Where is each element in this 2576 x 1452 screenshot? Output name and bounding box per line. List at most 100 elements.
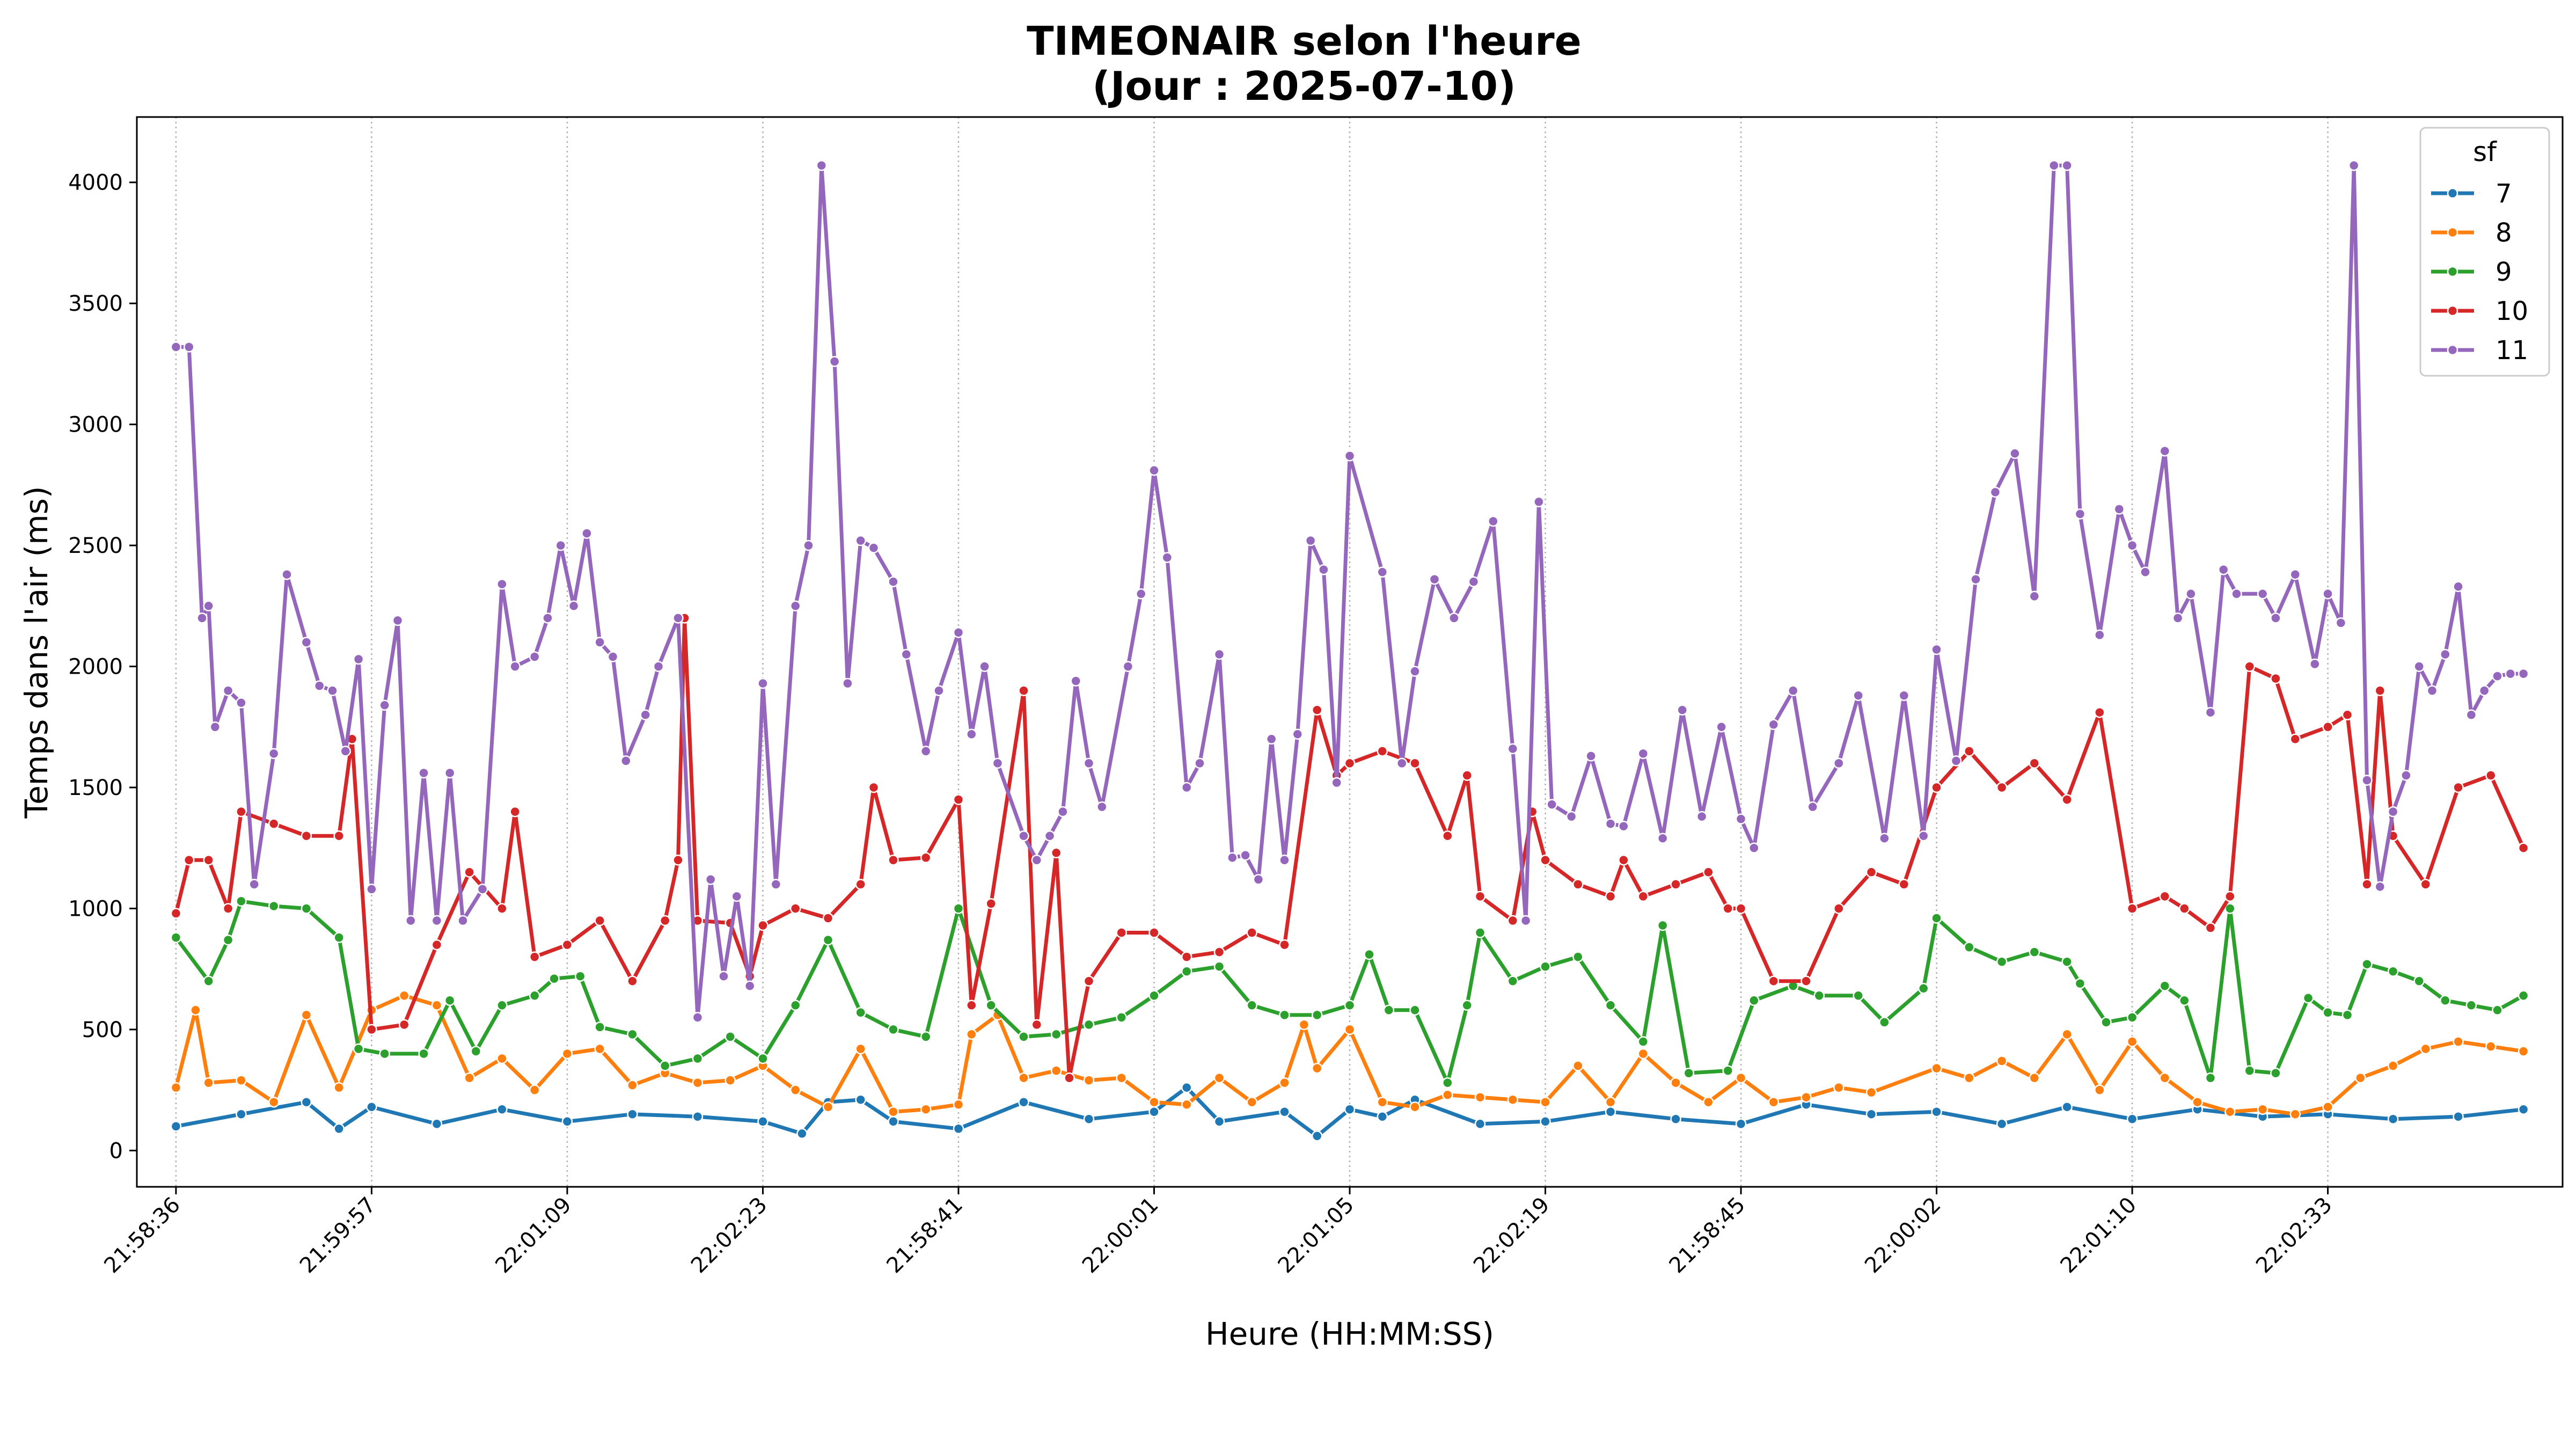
data-point-11: [2401, 770, 2412, 781]
data-point-11: [953, 627, 964, 638]
y-tick-label: 1500: [68, 776, 123, 800]
data-point-10: [1409, 757, 1421, 769]
data-point-7: [692, 1111, 704, 1122]
data-point-10: [1279, 939, 1290, 951]
data-point-10: [1474, 891, 1486, 902]
data-point-11: [1240, 850, 1251, 861]
data-point-11: [816, 159, 828, 171]
data-point-10: [2322, 721, 2333, 733]
data-point-8: [2257, 1104, 2268, 1115]
data-point-7: [1148, 1106, 1160, 1118]
data-point-10: [855, 879, 866, 890]
data-point-9: [170, 932, 182, 943]
data-point-8: [1605, 1096, 1616, 1108]
data-point-11: [1044, 830, 1056, 842]
data-point-10: [920, 852, 932, 864]
data-point-11: [418, 767, 429, 779]
data-point-11: [1305, 535, 1316, 546]
data-point-10: [2453, 782, 2464, 793]
data-point-8: [529, 1084, 540, 1096]
data-point-8: [888, 1106, 899, 1118]
data-point-11: [1409, 666, 1421, 677]
data-point-9: [2101, 1017, 2112, 1028]
data-point-11: [1253, 874, 1264, 885]
data-point-9: [2244, 1065, 2256, 1076]
data-point-11: [2478, 685, 2490, 696]
data-point-8: [1637, 1048, 1649, 1060]
data-point-10: [2061, 794, 2073, 805]
data-point-7: [1996, 1118, 2008, 1130]
data-point-11: [692, 1012, 704, 1023]
data-point-9: [2322, 1007, 2333, 1018]
data-point-8: [1768, 1096, 1780, 1108]
data-point-11: [2140, 566, 2151, 578]
data-point-9: [1813, 990, 1825, 1002]
data-point-10: [183, 855, 195, 866]
data-point-11: [2172, 612, 2184, 624]
data-point-8: [1540, 1096, 1551, 1108]
data-point-11: [2322, 588, 2333, 600]
data-point-10: [888, 855, 899, 866]
data-point-10: [1377, 746, 1388, 757]
data-point-9: [1461, 999, 1473, 1011]
data-point-10: [1898, 879, 1910, 890]
data-point-8: [855, 1043, 866, 1055]
data-point-10: [1931, 782, 1942, 793]
data-point-10: [301, 830, 312, 842]
data-point-9: [953, 903, 964, 914]
data-point-8: [1246, 1096, 1257, 1108]
data-point-9: [236, 895, 247, 907]
data-point-7: [953, 1123, 964, 1135]
data-point-11: [353, 653, 364, 665]
data-point-11: [1520, 915, 1532, 926]
data-point-7: [2061, 1101, 2073, 1113]
data-point-9: [418, 1048, 429, 1060]
legend-item-9: 9: [2431, 257, 2512, 287]
data-point-8: [431, 999, 443, 1011]
data-point-10: [1064, 1072, 1075, 1084]
data-point-11: [1618, 820, 1629, 832]
data-point-10: [757, 920, 769, 931]
data-point-11: [581, 528, 592, 539]
data-point-9: [1540, 961, 1551, 972]
data-point-11: [1265, 733, 1277, 745]
data-point-8: [398, 990, 410, 1002]
data-point-7: [2126, 1113, 2138, 1125]
data-point-10: [868, 782, 880, 793]
data-point-7: [366, 1101, 377, 1113]
data-point-9: [822, 934, 834, 946]
data-point-11: [2113, 504, 2125, 515]
data-point-11: [209, 721, 221, 733]
data-point-9: [1213, 961, 1225, 972]
legend-item-8: 8: [2431, 218, 2512, 248]
data-point-10: [2420, 879, 2432, 890]
data-point-10: [966, 999, 977, 1011]
data-point-7: [1474, 1118, 1486, 1130]
data-point-9: [724, 1031, 736, 1042]
data-point-9: [1683, 1067, 1695, 1079]
data-point-11: [170, 341, 182, 353]
data-point-7: [888, 1116, 899, 1127]
data-point-8: [1344, 1024, 1356, 1035]
data-point-8: [594, 1043, 605, 1055]
y-tick-label: 0: [109, 1139, 123, 1163]
data-point-11: [2335, 617, 2347, 629]
data-point-8: [268, 1096, 280, 1108]
data-point-11: [222, 685, 234, 696]
data-point-11: [1318, 564, 1329, 575]
data-point-11: [2361, 775, 2373, 786]
data-point-7: [796, 1128, 808, 1140]
data-point-11: [1807, 801, 1818, 813]
data-point-10: [1213, 946, 1225, 958]
data-point-8: [1409, 1101, 1421, 1113]
data-point-11: [966, 728, 977, 740]
legend-swatch-marker: [2447, 187, 2458, 199]
data-point-8: [1181, 1099, 1192, 1110]
data-point-7: [333, 1123, 345, 1135]
data-point-11: [183, 341, 195, 353]
data-point-9: [1637, 1036, 1649, 1047]
data-point-10: [627, 975, 638, 987]
data-point-9: [2205, 1072, 2216, 1084]
data-point-11: [829, 356, 840, 367]
data-point-9: [2492, 1004, 2503, 1016]
